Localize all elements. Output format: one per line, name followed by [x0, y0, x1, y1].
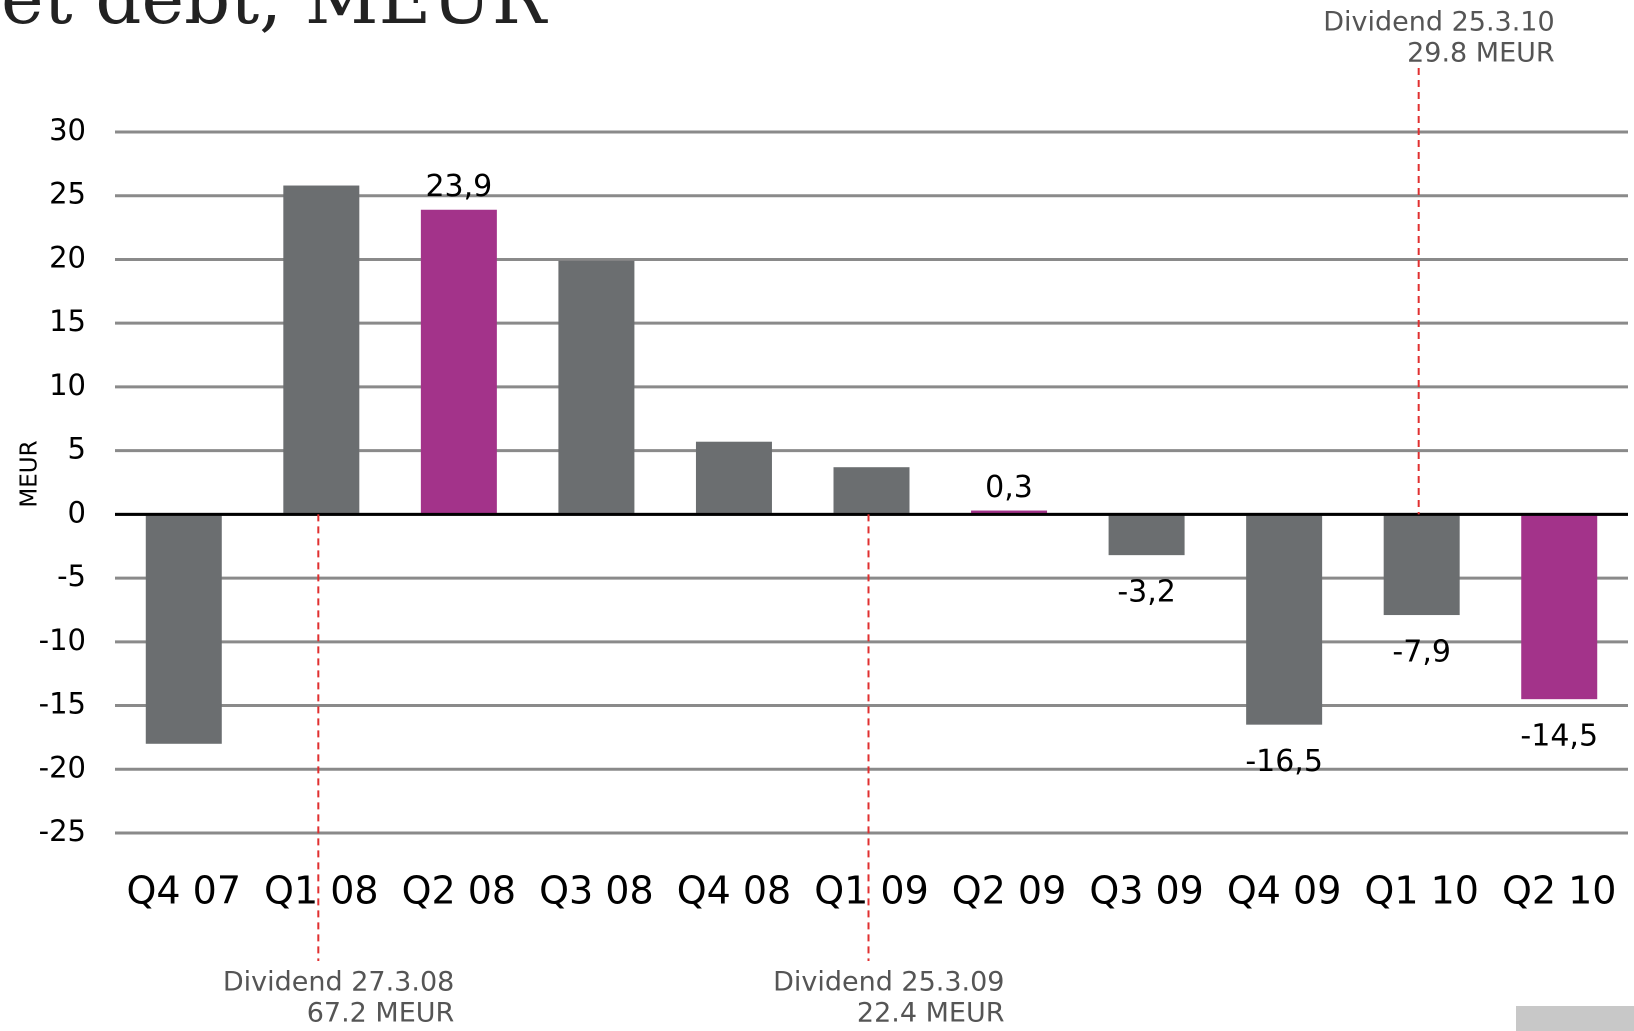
y-tick-label: 20 [49, 240, 86, 274]
annotation: 29.8 MEUR [1407, 38, 1555, 69]
y-axis-label: MEUR [17, 440, 43, 507]
x-tick-label: Q1 09 [814, 869, 929, 913]
x-tick-label: Q4 08 [677, 869, 792, 913]
y-tick-label: -20 [39, 750, 86, 784]
logo-box [1516, 1006, 1634, 1031]
data-label: -16,5 [1245, 744, 1323, 779]
y-tick-label: -10 [39, 623, 86, 657]
x-tick-label: Q2 10 [1502, 869, 1617, 913]
y-tick-label: -15 [39, 687, 86, 721]
bar [283, 185, 360, 515]
y-tick-label: 30 [49, 113, 86, 147]
data-label: -14,5 [1520, 719, 1598, 754]
bar [971, 510, 1048, 515]
data-label: 23,9 [425, 169, 492, 204]
x-tick-label: Q2 09 [952, 869, 1067, 913]
y-tick-label: -25 [39, 814, 86, 848]
annotation: Dividend 25.3.09 [773, 967, 1004, 998]
annotation: Dividend 25.3.10 [1323, 7, 1554, 38]
y-tick-label: 25 [49, 177, 86, 211]
y-tick-label: 5 [68, 432, 86, 466]
y-tick-label: -5 [57, 559, 86, 593]
y-tick-label: 15 [49, 304, 86, 338]
data-label: -3,2 [1117, 575, 1176, 610]
x-tick-label: Q1 10 [1364, 869, 1479, 913]
y-tick-label: 10 [49, 368, 86, 402]
x-tick-label: Q4 07 [127, 869, 242, 913]
bar [833, 467, 910, 515]
bar [1246, 514, 1323, 725]
x-tick-label: Q3 09 [1089, 869, 1204, 913]
x-tick-label: Q2 08 [402, 869, 517, 913]
chart-title: Net debt, MEUR [0, 0, 548, 40]
data-label: 0,3 [985, 470, 1033, 505]
y-tick-label: 0 [68, 495, 86, 529]
data-label: -7,9 [1392, 635, 1451, 670]
x-tick-label: Q4 09 [1227, 869, 1342, 913]
bar [145, 514, 222, 744]
bar [558, 260, 635, 515]
bar [1108, 514, 1185, 556]
bar [1383, 514, 1460, 616]
annotation: Dividend 27.3.08 [223, 967, 454, 998]
annotation: 67.2 MEUR [307, 998, 455, 1029]
bar [1521, 514, 1598, 700]
bar [695, 441, 772, 515]
bar [420, 209, 497, 515]
x-tick-label: Q1 08 [264, 869, 379, 913]
x-tick-label: Q3 08 [539, 869, 654, 913]
annotation: 22.4 MEUR [857, 998, 1005, 1029]
